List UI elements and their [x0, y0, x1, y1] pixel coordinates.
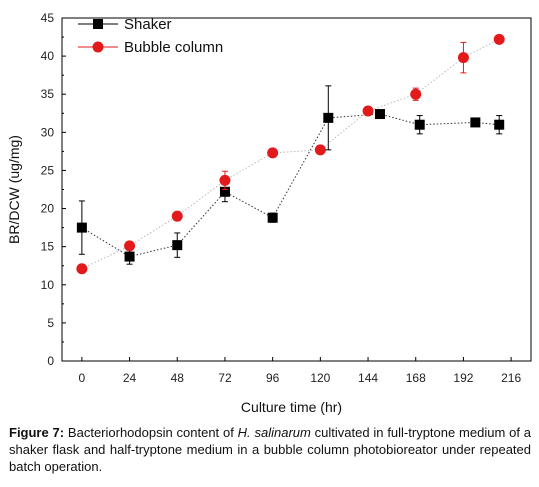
y-tick-label: 15: [41, 240, 55, 254]
series-line-bubble-column: [81, 38, 500, 270]
y-tick-label: 30: [41, 125, 55, 139]
data-point-shaker: [323, 112, 334, 123]
data-point-shaker: [470, 117, 481, 128]
data-point-shaker: [172, 240, 183, 251]
x-tick-label: 144: [358, 371, 378, 385]
legend-label-shaker: Shaker: [124, 16, 172, 33]
x-tick-label: 192: [453, 371, 473, 385]
data-point-shaker: [124, 251, 135, 262]
y-tick-label: 20: [41, 202, 55, 216]
series-line-shaker: [81, 113, 500, 258]
plot-frame: [61, 17, 532, 362]
x-tick-label: 48: [171, 371, 185, 385]
data-point-bubble-column: [76, 263, 88, 275]
y-tick-label: 25: [41, 163, 55, 177]
caption-text-before: Bacteriorhodopsin content of: [64, 425, 238, 440]
data-point-bubble-column: [124, 240, 136, 252]
x-tick-label: 0: [79, 371, 86, 385]
data-point-bubble-column: [410, 88, 422, 100]
y-tick-label: 35: [41, 87, 55, 101]
data-point-bubble-column: [314, 144, 326, 156]
data-point-bubble-column: [362, 105, 374, 117]
data-point-bubble-column: [267, 147, 279, 159]
x-axis-title: Culture time (hr): [241, 399, 342, 415]
data-point-shaker: [267, 212, 278, 223]
caption-label: Figure 7:: [9, 425, 65, 440]
y-tick-label: 45: [41, 11, 55, 25]
data-point-bubble-column: [457, 52, 469, 64]
legend-label-bubble-column: Bubble column: [124, 39, 223, 56]
data-point-shaker: [76, 222, 87, 233]
caption-organism: H. salinarum: [237, 425, 311, 440]
data-point-shaker: [494, 119, 505, 130]
x-tick-label: 24: [123, 371, 137, 385]
legend-marker-shaker: [93, 19, 103, 29]
data-point-bubble-column: [219, 174, 231, 186]
x-tick-label: 96: [266, 371, 280, 385]
x-tick-label: 216: [501, 371, 521, 385]
data-point-bubble-column: [493, 33, 505, 45]
x-tick-label: 120: [310, 371, 330, 385]
y-tick-label: 10: [41, 278, 55, 292]
y-tick-label: 0: [47, 354, 54, 368]
y-tick-label: 5: [47, 316, 54, 330]
legend-marker-bubble-column: [92, 41, 104, 53]
data-point-shaker: [374, 109, 385, 120]
y-axis-title: BR/DCW (ug/mg): [6, 135, 22, 244]
x-tick-label: 72: [218, 371, 232, 385]
figure-caption: Figure 7: Bacteriorhodopsin content of H…: [9, 424, 531, 475]
y-tick-label: 40: [41, 49, 55, 63]
data-point-shaker: [219, 186, 230, 197]
chart: 0 5 10 15 20 25 30 35 40 45 0 24 48 72 96 120 144 168 192 2…: [6, 11, 532, 415]
data-point-shaker: [414, 119, 425, 130]
x-tick-label: 168: [406, 371, 426, 385]
caption-text-after: cultivated in full-tryptone medium of a …: [9, 425, 531, 474]
data-point-bubble-column: [171, 210, 183, 222]
